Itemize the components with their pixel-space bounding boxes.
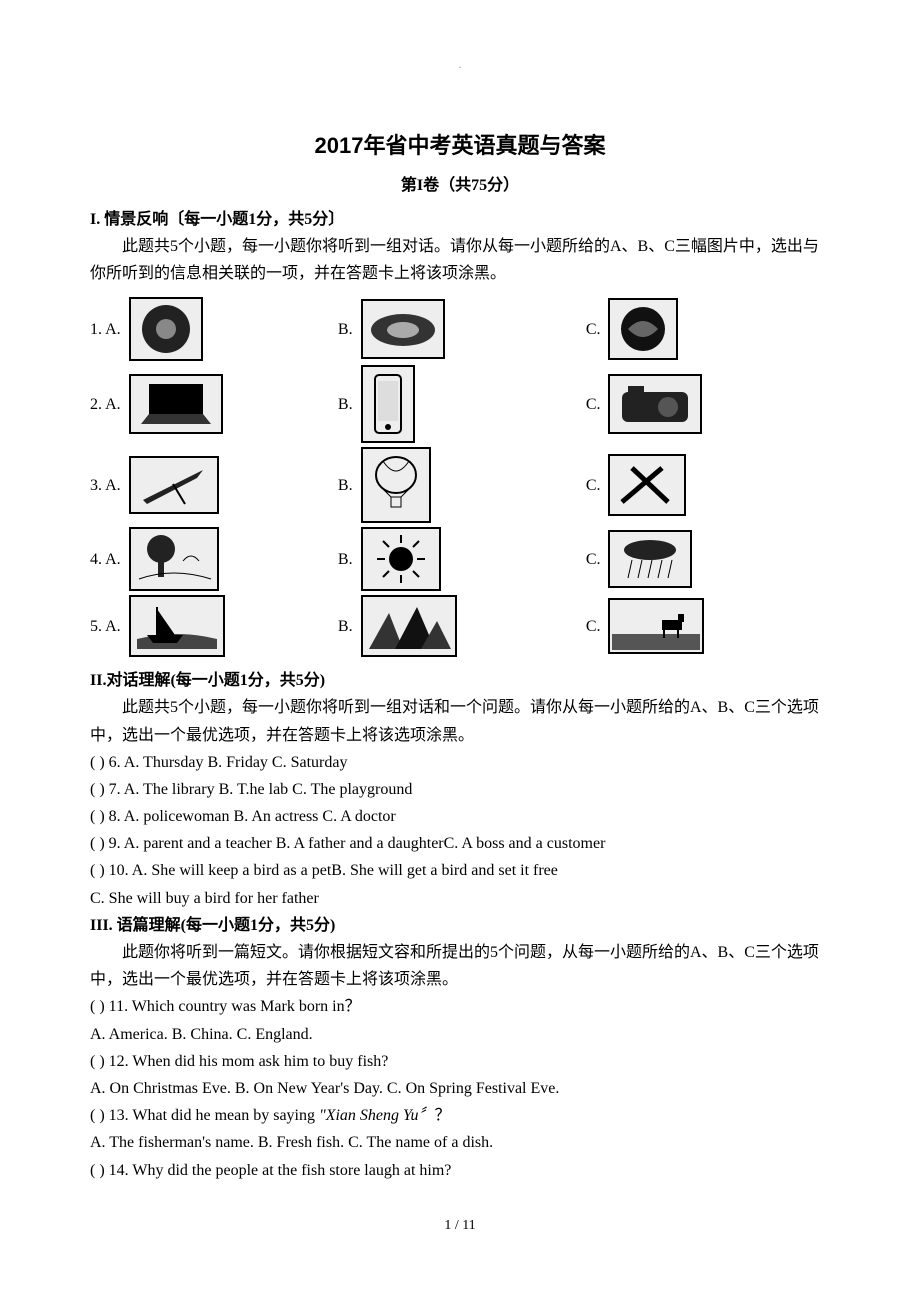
umbrella-icon — [129, 456, 219, 514]
q13-p1: ( ) 13. What did he mean by saying — [90, 1107, 319, 1124]
q13-p2: ？ — [434, 1107, 450, 1124]
q8: ( ) 8. A. policewoman B. An actress C. A… — [90, 803, 830, 830]
laptop-icon — [129, 374, 223, 434]
cell-label: C. — [586, 546, 601, 573]
grid-cell-2c: C. — [586, 365, 830, 443]
top-mark: · — [90, 60, 830, 77]
sun-icon — [361, 527, 441, 591]
tree-icon — [129, 527, 219, 591]
image-grid: 1. A. B. C. 2. A. — [90, 297, 830, 657]
grid-cell-2b: B. — [338, 365, 582, 443]
page-number: 1 / 11 — [90, 1214, 830, 1238]
camera-icon — [608, 374, 702, 434]
cell-label: B. — [338, 316, 353, 343]
balloon-icon — [361, 447, 431, 523]
cell-label: B. — [338, 613, 353, 640]
grid-cell-3c: C. — [586, 447, 830, 523]
grid-cell-4c: C. — [586, 527, 830, 591]
q13: ( ) 13. What did he mean by saying "Xian… — [90, 1102, 830, 1129]
cell-label: B. — [338, 472, 353, 499]
q13-italic: "Xian Sheng Yu〞 — [319, 1107, 434, 1124]
grid-row: 5. A. B. C. — [90, 595, 830, 657]
q10c: C. She will buy a bird for her father — [90, 885, 830, 912]
page: · 2017年省中考英语真题与答案 第I卷（共75分） I. 情景反响〔每一小题… — [0, 0, 920, 1278]
cell-label: 5. A. — [90, 613, 121, 640]
q10a: ( ) 10. A. She will keep a bird as a pet… — [90, 857, 830, 884]
grid-cell-1c: C. — [586, 297, 830, 361]
q11: ( ) 11. Which country was Mark born in？ — [90, 993, 830, 1020]
cell-label: 4. A. — [90, 546, 121, 573]
section3-intro: 此题你将听到一篇短文。请你根据短文容和所提出的5个问题，从每一小题所给的A、B、… — [90, 939, 830, 993]
q12a: A. On Christmas Eve. B. On New Year's Da… — [90, 1075, 830, 1102]
cell-label: B. — [338, 546, 353, 573]
grid-cell-3a: 3. A. — [90, 447, 334, 523]
cell-label: C. — [586, 472, 601, 499]
section2-intro: 此题共5个小题，每一小题你将听到一组对话和一个问题。请你从每一小题所给的A、B、… — [90, 694, 830, 748]
grid-cell-4b: B. — [338, 527, 582, 591]
phone-icon — [361, 365, 415, 443]
section-1: I. 情景反响〔每一小题1分，共5分〕 此题共5个小题，每一小题你将听到一组对话… — [90, 206, 830, 288]
grid-row: 2. A. B. C. — [90, 365, 830, 443]
grid-cell-2a: 2. A. — [90, 365, 334, 443]
q6: ( ) 6. A. Thursday B. Friday C. Saturday — [90, 749, 830, 776]
grid-cell-1a: 1. A. — [90, 297, 334, 361]
mountains-icon — [361, 595, 457, 657]
cell-label: 1. A. — [90, 316, 121, 343]
floral-icon — [361, 299, 445, 359]
grid-cell-4a: 4. A. — [90, 527, 334, 591]
boat-icon — [129, 595, 225, 657]
grid-cell-3b: B. — [338, 447, 582, 523]
section-2: II.对话理解(每一小题1分，共5分) 此题共5个小题，每一小题你将听到一组对话… — [90, 667, 830, 912]
grid-cell-5b: B. — [338, 595, 582, 657]
tools-icon — [608, 454, 686, 516]
grid-cell-1b: B. — [338, 297, 582, 361]
cell-label: 3. A. — [90, 472, 121, 499]
q13a: A. The fisherman's name. B. Fresh fish. … — [90, 1129, 830, 1156]
grid-cell-5a: 5. A. — [90, 595, 334, 657]
section3-head: III. 语篇理解(每一小题1分，共5分) — [90, 917, 335, 934]
subtitle: 第I卷（共75分） — [90, 172, 830, 199]
q11a: A. America. B. China. C. England. — [90, 1021, 830, 1048]
grid-row: 4. A. B. — [90, 527, 830, 591]
grid-cell-5c: C. — [586, 595, 830, 657]
q12: ( ) 12. When did his mom ask him to buy … — [90, 1048, 830, 1075]
q9: ( ) 9. A. parent and a teacher B. A fath… — [90, 830, 830, 857]
horse-icon — [608, 598, 704, 654]
papercut-icon — [129, 297, 203, 361]
grid-row: 1. A. B. C. — [90, 297, 830, 361]
section2-head: II.对话理解(每一小题1分，共5分) — [90, 672, 325, 689]
cell-label: B. — [338, 391, 353, 418]
circle-icon — [608, 298, 678, 360]
cell-label: C. — [586, 391, 601, 418]
cell-label: 2. A. — [90, 391, 121, 418]
q7: ( ) 7. A. The library B. T.he lab C. The… — [90, 776, 830, 803]
title: 2017年省中考英语真题与答案 — [90, 127, 830, 164]
grid-row: 3. A. B. C. — [90, 447, 830, 523]
cell-label: C. — [586, 613, 601, 640]
section1-intro: 此题共5个小题，每一小题你将听到一组对话。请你从每一小题所给的A、B、C三幅图片… — [90, 233, 830, 287]
q14: ( ) 14. Why did the people at the fish s… — [90, 1157, 830, 1184]
cell-label: C. — [586, 316, 601, 343]
rain-icon — [608, 530, 692, 588]
section1-head: I. 情景反响〔每一小题1分，共5分〕 — [90, 211, 344, 228]
section-3: III. 语篇理解(每一小题1分，共5分) 此题你将听到一篇短文。请你根据短文容… — [90, 912, 830, 1184]
